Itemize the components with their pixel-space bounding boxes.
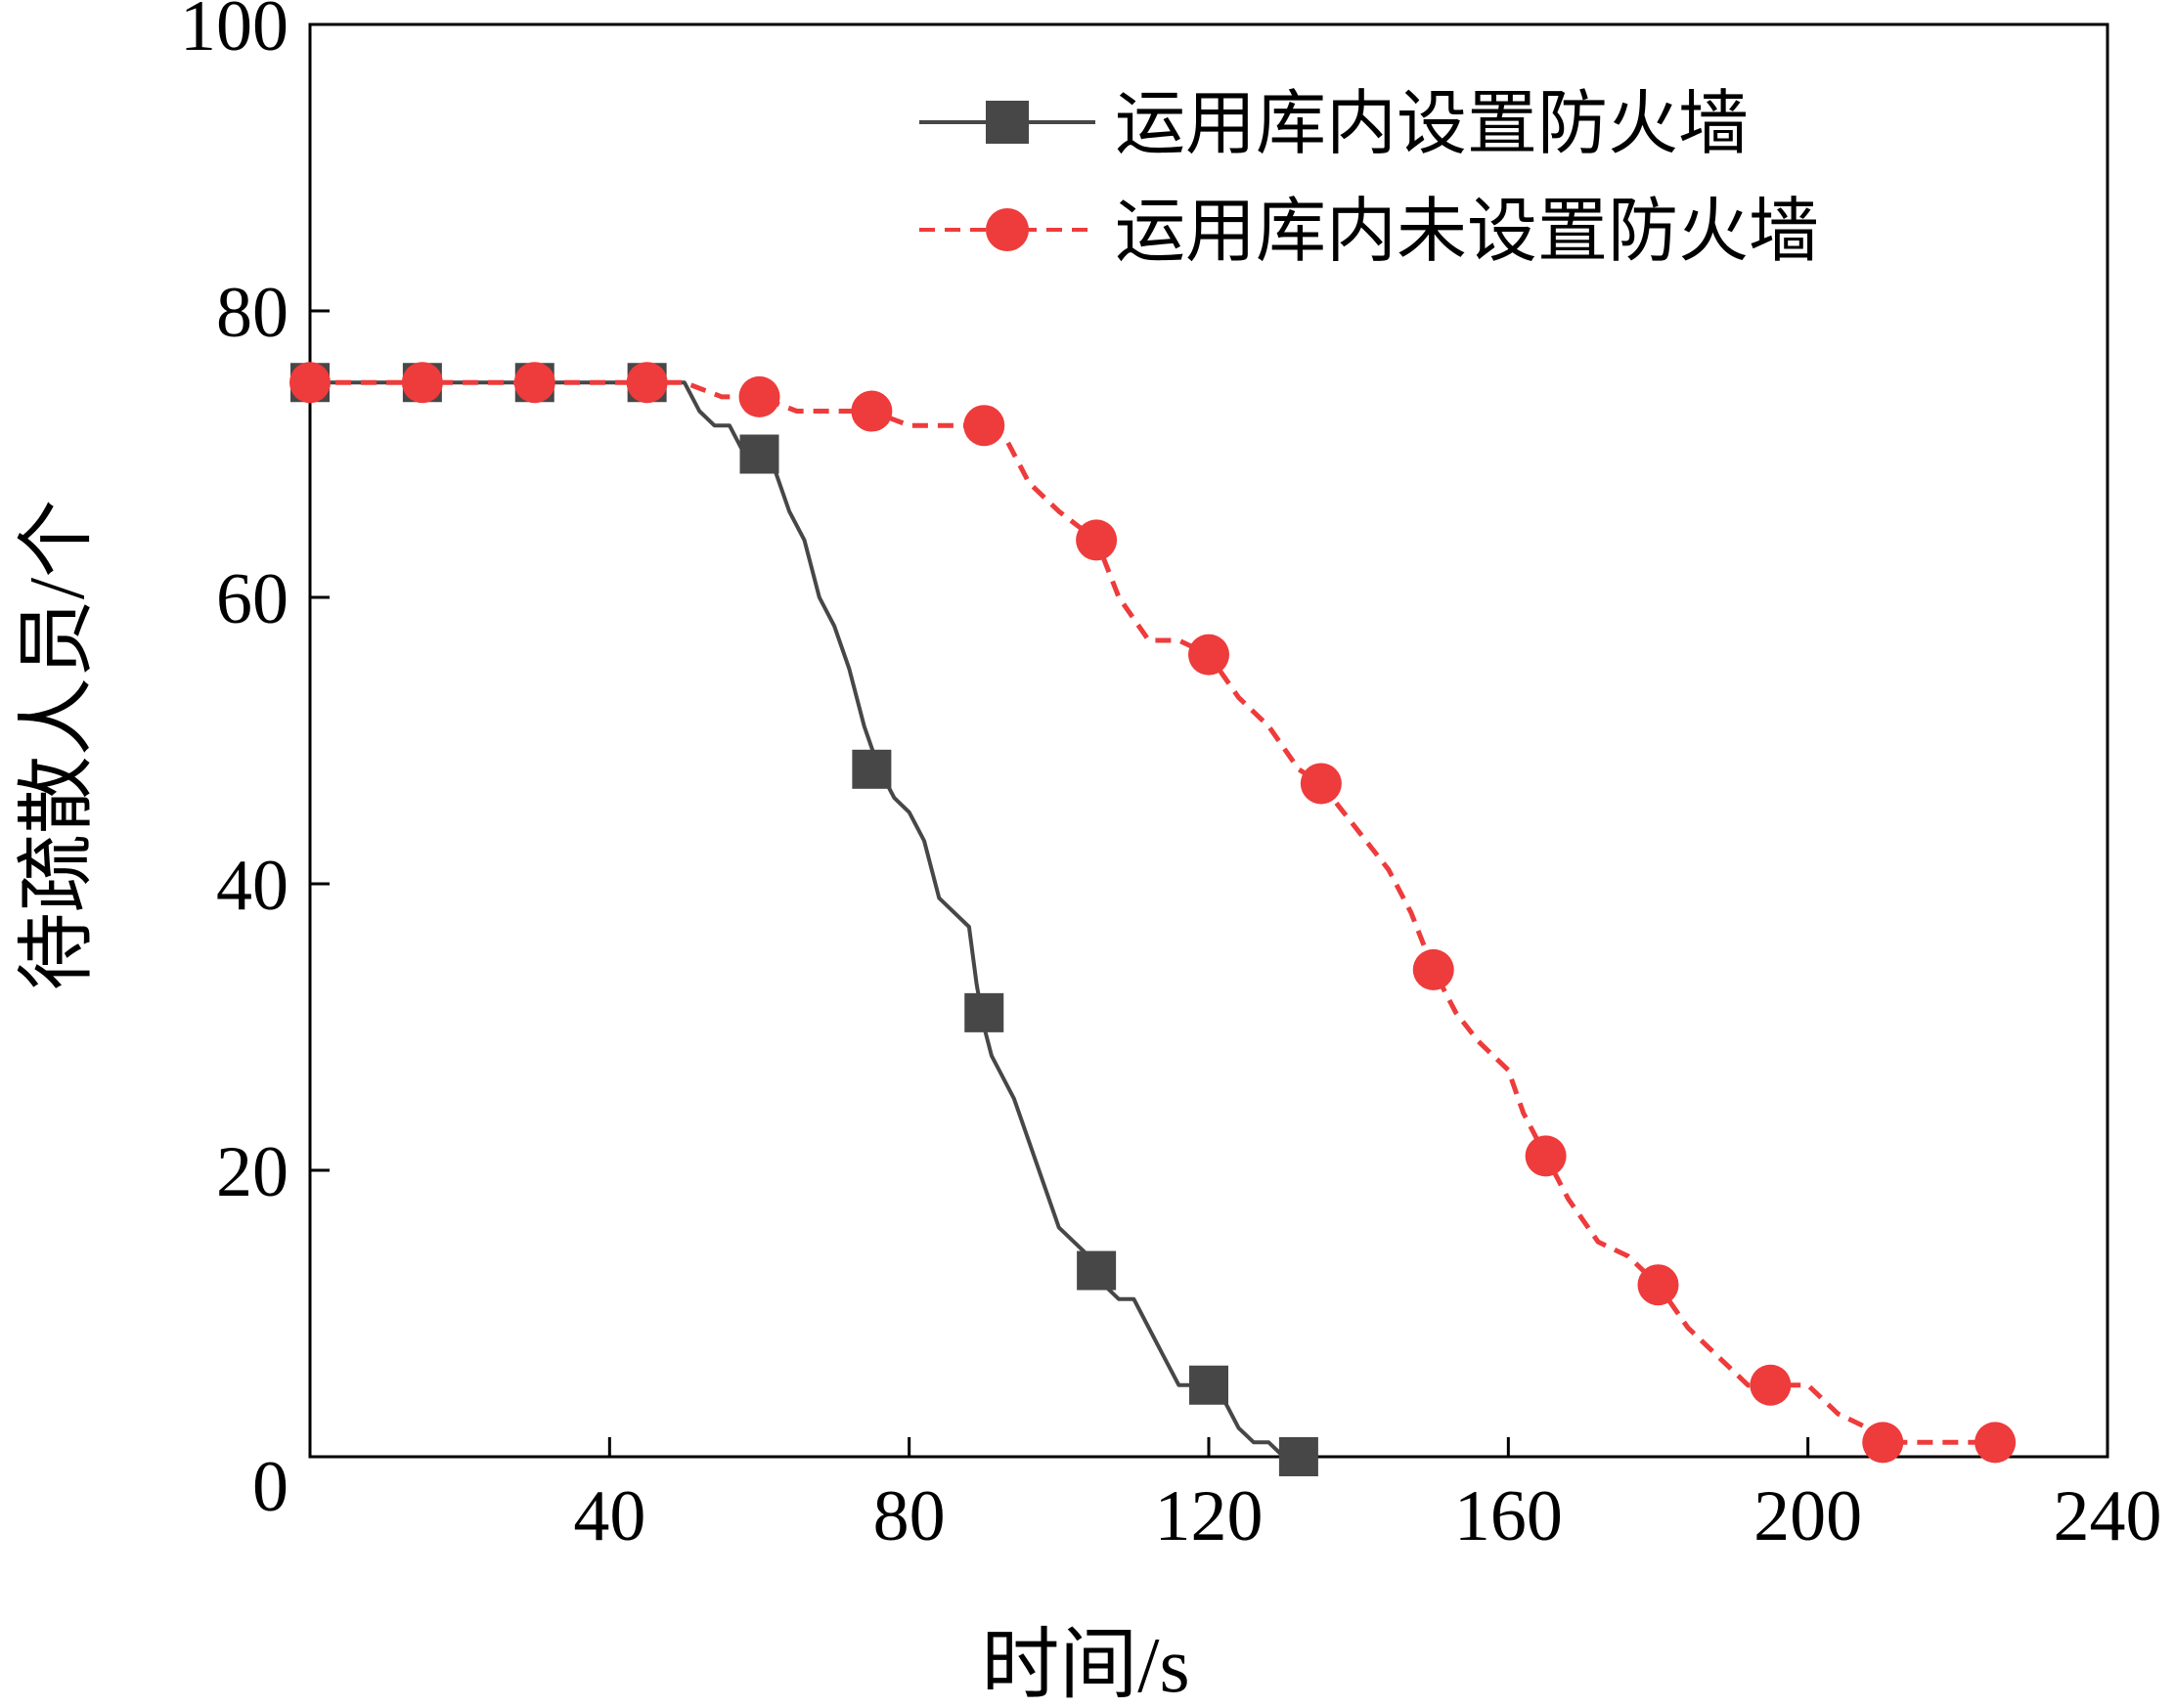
data-point-series-2 bbox=[1974, 1422, 2017, 1464]
data-point-series-1 bbox=[1189, 1365, 1228, 1405]
x-tick-label: 240 bbox=[2054, 1476, 2162, 1556]
y-axis-title: 待疏散人员/个 bbox=[15, 500, 101, 990]
data-point-series-2 bbox=[1750, 1364, 1792, 1406]
data-point-series-2 bbox=[851, 390, 893, 432]
legend-marker-series-1 bbox=[986, 101, 1029, 144]
x-tick-label: 80 bbox=[873, 1476, 946, 1556]
legend: 运用库内设置防火墙 运用库内未设置防火墙 bbox=[919, 82, 1819, 272]
x-tick-label: 40 bbox=[573, 1476, 645, 1556]
axis-ticks bbox=[310, 309, 1810, 1457]
data-point-series-2 bbox=[963, 405, 1005, 447]
series-line-2 bbox=[310, 379, 1996, 1445]
data-point-series-2 bbox=[1412, 948, 1454, 990]
data-point-series-2 bbox=[1862, 1422, 1904, 1464]
data-point-series-1 bbox=[964, 992, 1004, 1032]
y-tick-label: 20 bbox=[216, 1132, 288, 1212]
x-axis-title: 时间/s bbox=[981, 1623, 1189, 1708]
data-point-series-2 bbox=[1637, 1264, 1679, 1306]
y-tick-label: 40 bbox=[216, 846, 288, 926]
x-tick-label: 200 bbox=[1753, 1476, 1862, 1556]
x-tick-label: 160 bbox=[1454, 1476, 1563, 1556]
series-lines bbox=[310, 379, 1996, 1459]
series-line-1 bbox=[310, 380, 1299, 1459]
data-point-series-2 bbox=[1188, 634, 1229, 676]
data-point-series-2 bbox=[289, 362, 331, 404]
data-point-series-2 bbox=[626, 362, 668, 404]
data-point-series-2 bbox=[1076, 519, 1118, 561]
legend-marker-series-2 bbox=[986, 208, 1029, 251]
tick-labels: 40 80 120 160 200 240 0 20 40 60 80 100 bbox=[180, 0, 2162, 1556]
y-tick-label: 60 bbox=[216, 559, 288, 639]
data-point-series-1 bbox=[852, 749, 892, 789]
data-point-series-2 bbox=[1300, 763, 1342, 805]
data-point-series-2 bbox=[1525, 1135, 1567, 1177]
data-point-series-2 bbox=[513, 362, 555, 404]
data-point-series-1 bbox=[739, 434, 779, 474]
x-tick-label: 120 bbox=[1155, 1476, 1264, 1556]
data-point-series-2 bbox=[401, 362, 443, 404]
legend-label-series-2: 运用库内未设置防火墙 bbox=[1115, 190, 1819, 272]
y-tick-label: 80 bbox=[216, 273, 288, 353]
y-tick-label: 100 bbox=[180, 0, 288, 66]
data-point-series-1 bbox=[1278, 1437, 1318, 1476]
legend-label-series-1: 运用库内设置防火墙 bbox=[1115, 82, 1749, 164]
y-tick-label: 0 bbox=[252, 1447, 288, 1527]
data-point-series-2 bbox=[738, 375, 780, 417]
data-point-series-1 bbox=[1077, 1250, 1117, 1291]
series-markers bbox=[289, 362, 2017, 1476]
